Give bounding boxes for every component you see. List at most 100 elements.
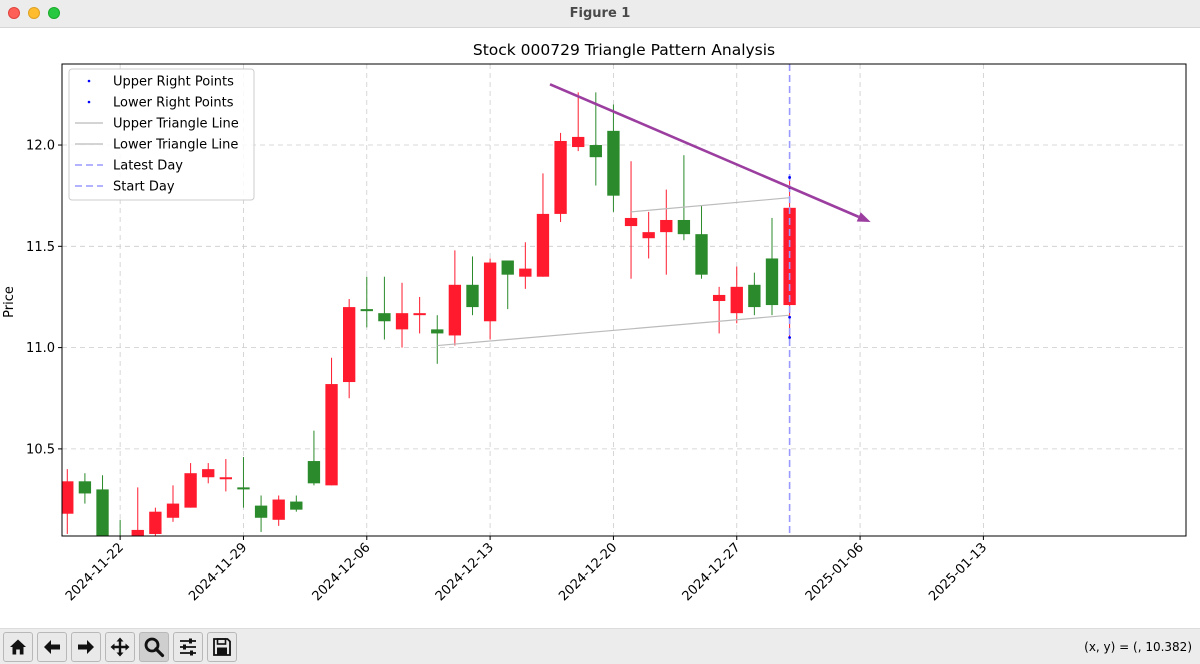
legend-entry: Start Day bbox=[75, 180, 175, 195]
candle bbox=[712, 286, 726, 334]
candle bbox=[677, 155, 691, 241]
candle bbox=[395, 282, 409, 348]
candle bbox=[748, 272, 761, 316]
candle-body bbox=[589, 145, 602, 158]
legend-entry: Lower Right Points bbox=[87, 96, 234, 111]
y-axis-label: Price bbox=[2, 286, 17, 318]
candle-body bbox=[149, 511, 162, 534]
candle bbox=[431, 315, 444, 364]
candle bbox=[149, 507, 162, 536]
minimize-window-button[interactable] bbox=[28, 7, 40, 19]
arrow-left-icon bbox=[44, 640, 60, 654]
pan-button[interactable] bbox=[105, 632, 135, 662]
candle-body bbox=[695, 234, 708, 275]
close-window-button[interactable] bbox=[8, 7, 20, 19]
candle bbox=[501, 260, 514, 310]
y-tick-label: 12.0 bbox=[26, 139, 55, 154]
home-button[interactable] bbox=[3, 632, 33, 662]
window-title: Figure 1 bbox=[569, 6, 631, 21]
configure-subplots-button[interactable] bbox=[173, 632, 203, 662]
candle-body bbox=[395, 313, 409, 330]
candle-body bbox=[343, 307, 356, 383]
candle-body bbox=[325, 384, 338, 486]
candle bbox=[589, 92, 602, 186]
legend-label: Upper Right Points bbox=[113, 75, 234, 90]
x-tick-label: 2024-11-29 bbox=[186, 540, 250, 604]
candle-body bbox=[483, 262, 497, 322]
candle-body bbox=[748, 284, 761, 308]
legend-entry: Upper Right Points bbox=[87, 75, 234, 90]
legend-entry: Latest Day bbox=[75, 159, 183, 174]
candle bbox=[237, 456, 250, 508]
legend-label: Start Day bbox=[113, 180, 175, 195]
candle-body bbox=[660, 219, 673, 233]
candle-body bbox=[166, 503, 180, 518]
y-tick-label: 11.5 bbox=[26, 240, 55, 255]
x-tick-label: 2024-12-20 bbox=[556, 540, 620, 604]
candle-body bbox=[219, 477, 233, 480]
candle bbox=[519, 242, 532, 289]
chart-canvas[interactable]: Stock 000729 Triangle Pattern Analysis P… bbox=[0, 28, 1200, 628]
candle-body bbox=[624, 217, 638, 227]
legend-box bbox=[68, 68, 255, 201]
candle bbox=[448, 250, 462, 346]
candle-body bbox=[536, 213, 550, 277]
candle-body bbox=[431, 329, 444, 334]
zoom-button[interactable] bbox=[139, 632, 169, 662]
legend-label: Lower Triangle Line bbox=[113, 138, 238, 153]
candle-body bbox=[202, 469, 215, 478]
candle bbox=[466, 256, 479, 316]
candle bbox=[413, 296, 426, 334]
chart-title: Stock 000729 Triangle Pattern Analysis bbox=[473, 41, 775, 59]
x-tick-label: 2024-11-22 bbox=[63, 540, 127, 604]
overlay-lines bbox=[437, 64, 871, 536]
candle bbox=[660, 189, 673, 275]
candle-body bbox=[413, 313, 426, 316]
candle-body bbox=[765, 258, 779, 306]
candle-body bbox=[677, 219, 691, 235]
candle bbox=[536, 173, 550, 277]
maximize-window-button[interactable] bbox=[48, 7, 60, 19]
candle bbox=[78, 473, 92, 504]
save-button[interactable] bbox=[207, 632, 237, 662]
trend-arrow-head bbox=[856, 212, 871, 223]
candle-body bbox=[96, 489, 109, 536]
candle bbox=[254, 495, 268, 532]
candle-body bbox=[607, 130, 620, 196]
y-tick-label: 10.5 bbox=[26, 442, 55, 457]
legend-label: Lower Right Points bbox=[113, 96, 234, 111]
home-icon bbox=[10, 639, 26, 655]
candle bbox=[730, 266, 743, 324]
candle bbox=[119, 519, 121, 536]
plot-area[interactable] bbox=[61, 63, 1187, 537]
candle-body bbox=[360, 309, 373, 312]
legend-marker bbox=[87, 79, 91, 83]
back-button[interactable] bbox=[37, 632, 67, 662]
candle bbox=[607, 104, 620, 212]
triangle-line bbox=[630, 197, 790, 213]
window-titlebar: Figure 1 bbox=[0, 0, 1200, 28]
y-axis: 10.5 11.0 11.5 12.0 bbox=[26, 139, 62, 457]
sliders-icon bbox=[180, 638, 196, 656]
candle-body bbox=[519, 268, 532, 277]
legend: Upper Right Points Lower Right Points Uppe… bbox=[68, 68, 255, 201]
candle bbox=[642, 211, 655, 259]
forward-button[interactable] bbox=[71, 632, 101, 662]
candle bbox=[572, 92, 585, 152]
candle-body bbox=[78, 481, 92, 494]
navigation-toolbar: (x, y) = (, 10.382) bbox=[0, 628, 1200, 664]
legend-marker bbox=[87, 100, 91, 104]
candle-body bbox=[290, 501, 303, 510]
candle bbox=[307, 430, 321, 486]
x-tick-label: 2025-01-06 bbox=[803, 540, 867, 604]
candle-body bbox=[642, 232, 655, 239]
candle-body bbox=[572, 136, 585, 148]
x-tick-label: 2024-12-06 bbox=[310, 540, 374, 604]
candle-body bbox=[237, 487, 250, 490]
candle bbox=[166, 485, 180, 522]
legend-label: Latest Day bbox=[113, 159, 183, 174]
pattern-point bbox=[788, 336, 792, 339]
candle bbox=[202, 463, 215, 484]
floppy-disk-icon bbox=[213, 638, 231, 656]
candle-body bbox=[184, 473, 197, 508]
